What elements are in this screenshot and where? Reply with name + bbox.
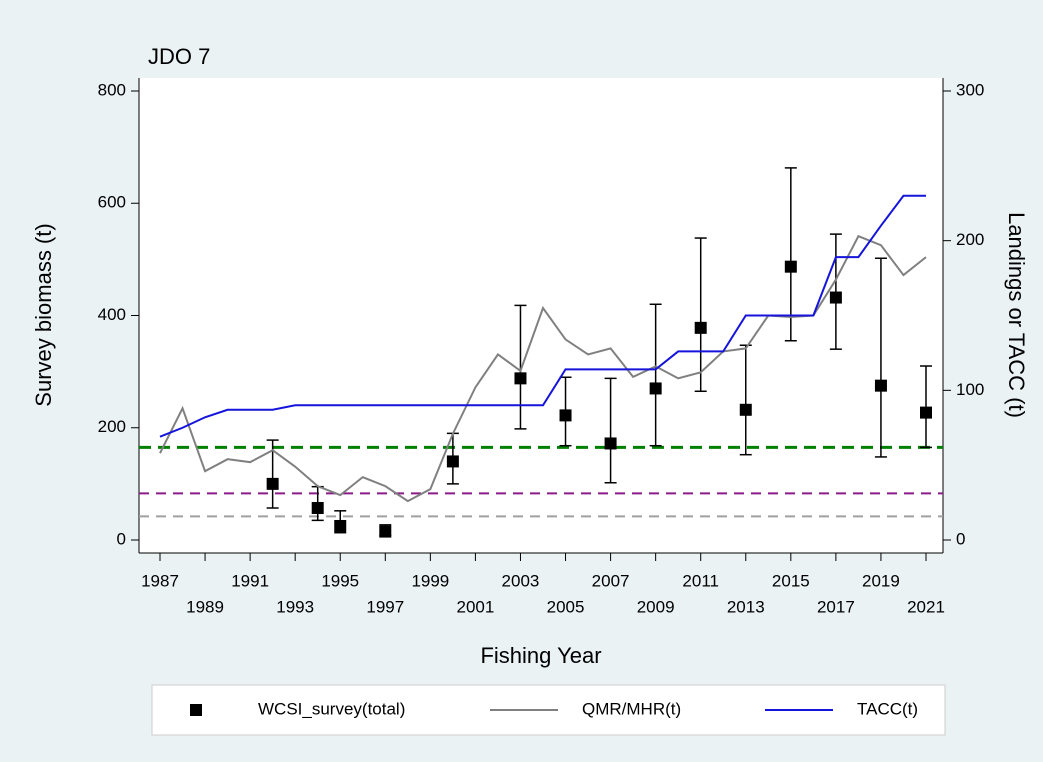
- survey-point: [379, 525, 392, 538]
- y2-tick-label: 200: [956, 230, 984, 249]
- survey-point: [874, 379, 887, 392]
- x-tick-label: 2015: [772, 571, 810, 590]
- legend-label: TACC(t): [857, 699, 918, 718]
- x-tick-label: 1991: [231, 571, 269, 590]
- x-tick-label: 1997: [366, 597, 404, 616]
- survey-point: [739, 403, 752, 416]
- x-tick-label: 2017: [817, 597, 855, 616]
- x-tick-label: 2005: [547, 597, 585, 616]
- survey-point: [334, 519, 347, 532]
- y-tick-label: 400: [98, 305, 126, 324]
- series-line: [159, 194, 926, 438]
- x-tick-label: 2019: [862, 571, 900, 590]
- y2-axis-label: Landings or TACC (t): [1004, 212, 1029, 418]
- survey-point: [604, 437, 617, 450]
- y-tick-label: 0: [117, 529, 126, 548]
- legend-label: QMR/MHR(t): [582, 699, 681, 718]
- x-tick-label: 1993: [276, 597, 314, 616]
- x-tick-label: 2011: [682, 571, 719, 590]
- x-tick-label: 1995: [321, 571, 359, 590]
- y2-tick-label: 100: [956, 380, 984, 399]
- survey-point: [311, 502, 324, 515]
- survey-point: [784, 260, 797, 273]
- survey-point: [694, 321, 707, 334]
- y2-tick-label: 0: [956, 529, 965, 548]
- y-tick-label: 600: [98, 193, 126, 212]
- y-axis-label: Survey biomass (t): [31, 223, 56, 406]
- x-tick-label: 2013: [727, 597, 765, 616]
- y-tick-label: 800: [98, 80, 126, 99]
- survey-point: [829, 291, 842, 304]
- x-tick-label: 2009: [637, 597, 675, 616]
- survey-point: [649, 382, 662, 395]
- legend-symbol: [190, 704, 202, 716]
- survey-point: [559, 409, 572, 422]
- x-axis-label: Fishing Year: [480, 643, 601, 668]
- survey-point: [920, 406, 932, 419]
- x-tick-label: 2001: [456, 597, 494, 616]
- y2-tick-label: 300: [956, 80, 984, 99]
- survey-point: [514, 372, 527, 385]
- survey-point: [446, 455, 459, 468]
- x-tick-label: 1987: [141, 571, 179, 590]
- x-tick-label: 2021: [907, 597, 945, 616]
- x-tick-label: 1989: [186, 597, 224, 616]
- legend-label: WCSI_survey(total): [258, 699, 405, 718]
- x-tick-label: 2003: [502, 571, 540, 590]
- x-tick-label: 1999: [411, 571, 449, 590]
- x-tick-label: 2007: [592, 571, 630, 590]
- survey-point: [266, 477, 279, 490]
- y-tick-label: 200: [98, 417, 126, 436]
- chart-title: JDO 7: [148, 44, 210, 69]
